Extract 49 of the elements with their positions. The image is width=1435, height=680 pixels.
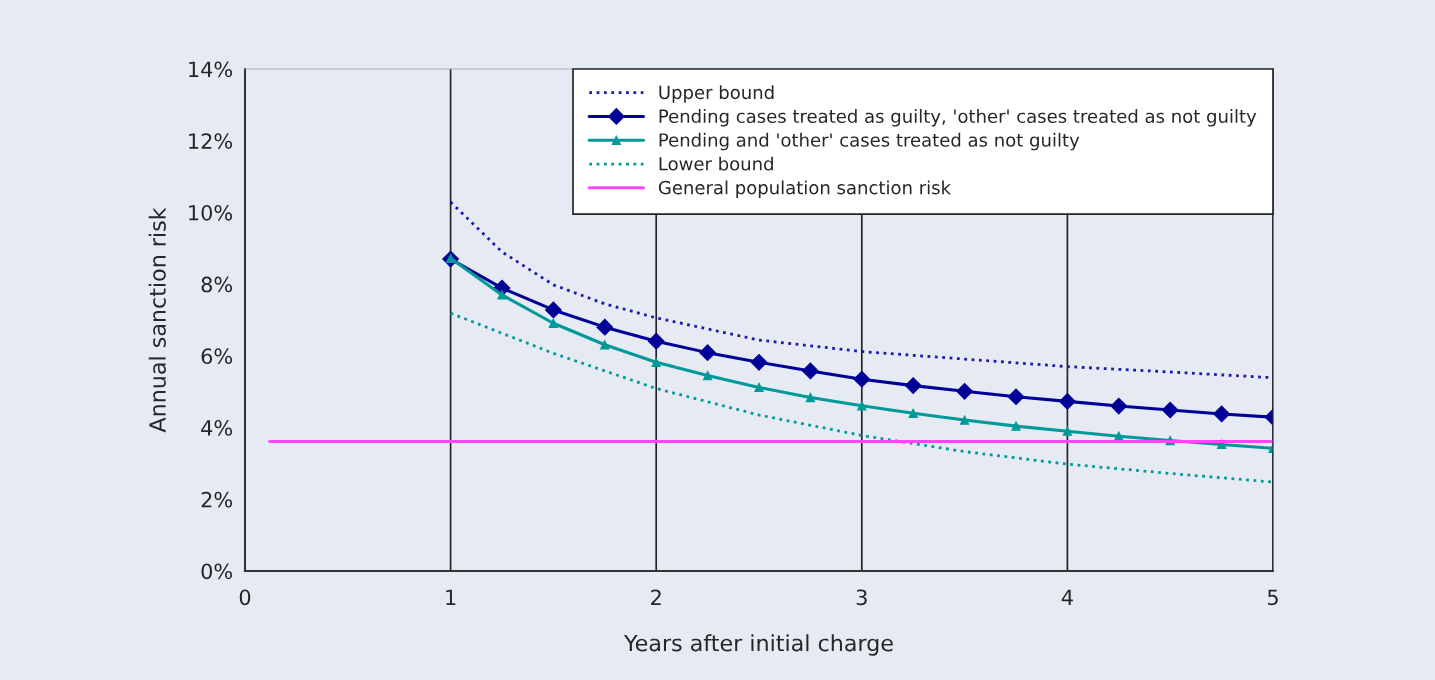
x-tick-label: 5	[1267, 589, 1278, 606]
y-tick-label: 10%	[189, 204, 233, 221]
y-tick-label: 4%	[201, 420, 233, 436]
y-tick-label: 14%	[189, 61, 233, 78]
point	[1114, 431, 1124, 441]
point	[1110, 397, 1128, 415]
point	[802, 362, 819, 380]
point	[1062, 426, 1073, 436]
legend-label: Pending and 'other' cases treated as not guilty	[659, 132, 1080, 151]
point	[651, 357, 661, 367]
x-tick-label: 2	[651, 589, 661, 605]
point	[1161, 401, 1179, 419]
x-tick-label: 3	[856, 589, 867, 606]
point	[1007, 388, 1025, 406]
point	[959, 415, 970, 425]
point	[699, 344, 716, 362]
y-tick-label: 0%	[201, 563, 233, 580]
point	[600, 340, 610, 350]
x-tick-label: 1	[446, 589, 456, 605]
x-tick-label: 4	[1061, 589, 1073, 605]
y-axis-title: Annual sanction risk	[148, 207, 166, 433]
point	[1011, 421, 1021, 431]
point	[548, 318, 559, 328]
point	[647, 332, 665, 350]
y-tick-label: 12%	[189, 133, 233, 149]
line-series	[449, 311, 1273, 484]
point	[1059, 393, 1076, 410]
legend-label: Pending cases treated as guilty, 'other' cases treated as not guilty	[659, 109, 1257, 127]
point	[750, 353, 768, 371]
point	[904, 377, 922, 394]
point	[857, 401, 867, 411]
legend-label: Upper bound	[659, 85, 774, 103]
point	[853, 370, 871, 388]
x-axis-title: Years after initial charge	[623, 634, 893, 656]
point	[497, 290, 507, 300]
point	[754, 382, 764, 393]
legend-label: Lower bound	[659, 156, 773, 171]
point	[596, 318, 614, 336]
y-tick-label: 8%	[201, 276, 233, 293]
point	[1213, 405, 1230, 423]
y-tick-label: 2%	[201, 491, 233, 508]
legend-label: General population sanction risk	[658, 180, 951, 198]
x-tick-label: 0	[239, 589, 251, 606]
point	[702, 370, 713, 381]
point	[908, 408, 918, 418]
point	[956, 382, 973, 400]
point	[545, 301, 562, 319]
point	[805, 392, 816, 403]
y-tick-label: 6%	[201, 348, 233, 365]
